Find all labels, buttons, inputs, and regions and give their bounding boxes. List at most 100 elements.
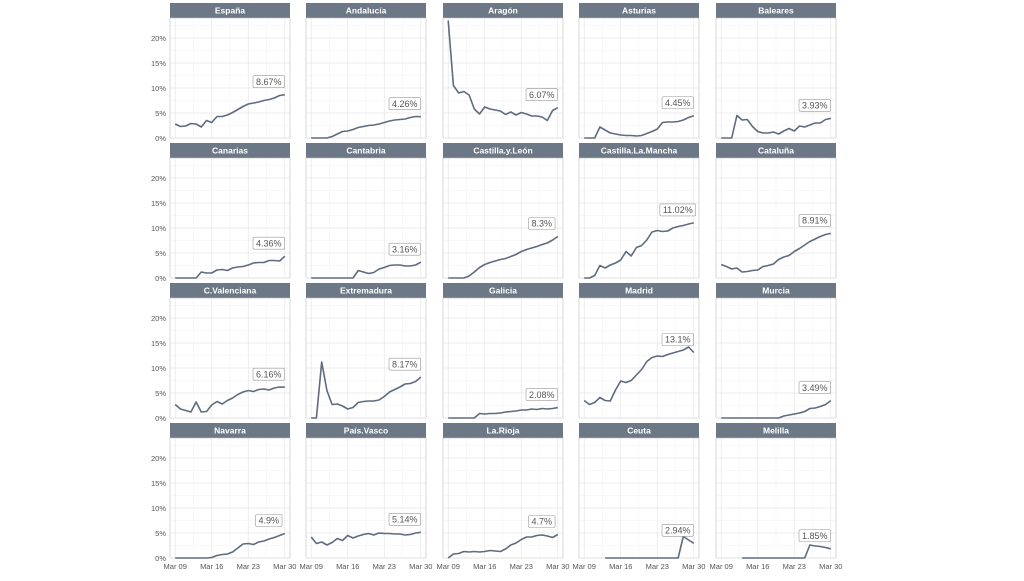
y-tick-label: 15%	[151, 479, 166, 488]
y-tick-label: 5%	[155, 389, 166, 398]
value-label-box	[525, 388, 558, 401]
panel: Ceuta Mar 09 Mar 16 Mar 23 Mar 30 2.94%	[573, 423, 705, 571]
series-line	[447, 20, 559, 122]
value-label: 6.07%	[529, 90, 555, 100]
panel: País.Vasco Mar 09 Mar 16 Mar 23 Mar 30 5.14%	[300, 423, 432, 571]
x-tick-label: Mar 30	[409, 562, 432, 571]
x-tick-label: Mar 16	[473, 562, 496, 571]
panel-strip	[306, 283, 426, 298]
x-tick-label: Mar 30	[819, 562, 842, 571]
panel-strip	[443, 3, 563, 18]
x-tick-label: Mar 16	[200, 562, 223, 571]
value-label: 8.17%	[392, 359, 418, 369]
panel-strip	[579, 143, 699, 158]
series-line	[605, 535, 695, 559]
x-tick-label: Mar 16	[336, 562, 359, 571]
y-tick-label: 20%	[151, 314, 166, 323]
y-tick-label: 0%	[155, 554, 166, 563]
y-tick-label: 15%	[151, 339, 166, 348]
x-tick-label: Mar 09	[164, 562, 187, 571]
series-line	[174, 386, 285, 413]
series-line	[584, 115, 695, 139]
panel-strip	[170, 3, 290, 18]
panel: Galicia 2.08%	[442, 283, 564, 419]
value-label-box	[798, 214, 831, 227]
panel-strip	[716, 283, 836, 298]
panel-title: Baleares	[758, 6, 794, 16]
value-label: 1.85%	[802, 531, 828, 541]
y-tick-label: 0%	[155, 414, 166, 423]
value-label-box	[255, 514, 283, 527]
panel-title: Asturias	[622, 6, 656, 16]
value-label: 2.08%	[529, 390, 555, 400]
value-label: 5.14%	[392, 515, 418, 525]
value-label-box	[798, 381, 831, 394]
x-tick-label: Mar 23	[783, 562, 806, 571]
panel-strip	[579, 423, 699, 438]
series-line	[310, 531, 421, 546]
panel-strip	[716, 143, 836, 158]
series-line	[311, 261, 422, 279]
value-label: 11.02%	[663, 205, 693, 215]
value-label-box	[798, 99, 831, 112]
panel-title: Castilla.y.León	[473, 146, 532, 156]
series-line	[448, 235, 559, 279]
series-line	[448, 406, 558, 419]
y-tick-label: 20%	[151, 174, 166, 183]
series-line	[720, 232, 831, 273]
panel: Melilla Mar 09 Mar 16 Mar 23 Mar 30 1.85%	[710, 423, 842, 571]
value-label-box	[659, 203, 697, 217]
panel-title: Murcia	[762, 286, 790, 296]
panel-strip	[443, 143, 563, 158]
series-line	[721, 399, 832, 419]
value-label: 4.45%	[665, 98, 691, 108]
value-label: 4.36%	[256, 238, 282, 248]
series-line	[447, 533, 559, 559]
panel-title: C.Valenciana	[204, 286, 257, 296]
value-label: 4.26%	[392, 99, 418, 109]
value-label-box	[798, 529, 831, 543]
x-tick-label: Mar 09	[573, 562, 596, 571]
value-label: 4.9%	[259, 516, 280, 526]
panel: Baleares 3.93%	[715, 3, 837, 139]
y-tick-label: 5%	[155, 109, 166, 118]
panel-title: Aragón	[488, 6, 518, 16]
panel-title: Extremadura	[340, 286, 392, 296]
x-tick-label: Mar 30	[546, 562, 569, 571]
value-label-box	[388, 242, 421, 256]
x-tick-label: Mar 23	[510, 562, 533, 571]
value-label-box	[388, 512, 421, 526]
panel-strip	[306, 3, 426, 18]
series-line	[174, 93, 285, 128]
panel: Cantabria 3.16%	[305, 143, 427, 279]
series-line	[311, 361, 422, 419]
series-line	[742, 544, 831, 559]
panel-strip	[170, 423, 290, 438]
panel: La.Rioja Mar 09 Mar 16 Mar 23 Mar 30 4.7%	[437, 423, 569, 571]
panel-title: Cataluña	[758, 146, 794, 156]
panel-strip	[170, 283, 290, 298]
value-label: 8.67%	[256, 77, 282, 87]
value-label-box	[252, 236, 285, 250]
panel-title: Madrid	[625, 286, 653, 296]
y-tick-label: 0%	[155, 134, 166, 143]
panel-strip	[716, 423, 836, 438]
y-tick-label: 10%	[151, 224, 166, 233]
panel: Navarra 0% 5% 10% 15% 20% Mar 09 Mar 16 Mar 23 Ma…	[151, 423, 296, 571]
x-tick-label: Mar 09	[710, 562, 733, 571]
x-tick-label: Mar 30	[682, 562, 705, 571]
y-tick-label: 20%	[151, 454, 166, 463]
value-label-box	[252, 367, 285, 381]
value-label-box	[661, 96, 694, 110]
panel: Murcia 3.49%	[715, 283, 837, 419]
panel-strip	[170, 143, 290, 158]
value-label-box	[528, 515, 556, 528]
panel-strip	[579, 3, 699, 18]
series-line	[583, 346, 695, 406]
x-tick-label: Mar 09	[300, 562, 323, 571]
panel-title: Ceuta	[627, 426, 651, 436]
x-tick-label: Mar 09	[437, 562, 460, 571]
series-line	[721, 114, 831, 139]
panel: Extremadura 8.17%	[305, 283, 427, 419]
